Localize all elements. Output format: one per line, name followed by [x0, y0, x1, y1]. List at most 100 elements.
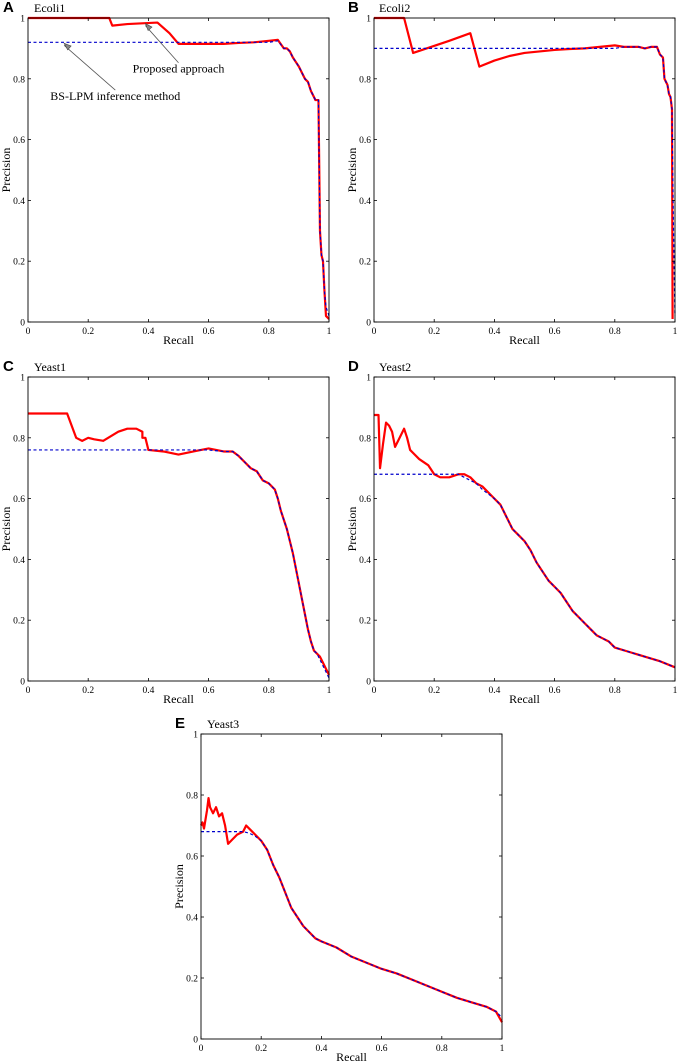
panel-title: Ecoli1	[34, 1, 65, 15]
x-tick-label: 0	[26, 686, 31, 696]
x-tick-label: 0.8	[609, 327, 621, 337]
x-tick-label: 0.2	[82, 327, 94, 337]
annotation-arrow-line	[63, 45, 116, 91]
plot-frame	[373, 376, 676, 682]
x-tick-label: 0.6	[203, 327, 215, 337]
panel-d: 0 0.2 0.4 0.6 0.8 1 0 0.2 0.4 0.6 0.8 1 Recall Precis…	[345, 358, 678, 706]
plot-frame	[373, 17, 676, 323]
panel-title: Ecoli2	[379, 1, 410, 15]
panel-letter: B	[348, 0, 359, 16]
panel-letter: A	[3, 0, 14, 16]
x-axis-label: Recall	[163, 333, 194, 347]
y-axis-label: Precision	[345, 148, 359, 193]
y-tick-label: 0.4	[359, 197, 371, 207]
y-tick-label: 0.8	[359, 75, 371, 85]
x-tick-label: 0.8	[263, 327, 275, 337]
x-tick-label: 1	[500, 1044, 505, 1054]
y-tick-label: 0	[20, 319, 25, 329]
x-tick-label: 0	[26, 327, 31, 337]
y-tick-label: 0.8	[13, 434, 25, 444]
x-axis-label: Recall	[163, 692, 194, 706]
y-tick-label: 0.4	[359, 556, 371, 566]
y-tick-label: 0.4	[13, 556, 25, 566]
y-tick-label: 1	[20, 15, 25, 25]
y-tick-label: 0.6	[186, 853, 198, 863]
x-tick-label: 1	[327, 686, 332, 696]
y-tick-label: 0.8	[13, 75, 25, 85]
x-tick-label: 0	[199, 1044, 204, 1054]
x-tick-label: 0	[372, 686, 377, 696]
bslpm-line	[374, 473, 676, 668]
bslpm-line	[28, 449, 330, 679]
x-tick-label: 0.6	[549, 686, 561, 696]
bslpm-line	[374, 46, 676, 316]
panel-b: 0 0.2 0.4 0.6 0.8 1 0 0.2 0.4 0.6 0.8 1 Recall Precis…	[345, 0, 678, 347]
y-tick-label: 0.8	[186, 792, 198, 802]
y-tick-label: 0.6	[13, 495, 25, 505]
panel-title: Yeast2	[379, 360, 411, 374]
x-tick-label: 0.4	[142, 327, 154, 337]
x-tick-label: 0.8	[436, 1044, 448, 1054]
x-tick-label: 0.2	[82, 686, 94, 696]
x-tick-label: 0.4	[142, 686, 154, 696]
y-tick-label: 1	[193, 731, 198, 741]
y-tick-label: 0.4	[13, 197, 25, 207]
x-axis-label: Recall	[509, 692, 540, 706]
x-tick-label: 1	[327, 327, 332, 337]
y-axis-label: Precision	[0, 148, 13, 193]
x-tick-label: 0.8	[609, 686, 621, 696]
annotation-arrow-line	[145, 25, 179, 63]
y-tick-label: 1	[366, 374, 371, 384]
x-tick-label: 0.6	[203, 686, 215, 696]
annotation-arrowhead	[144, 22, 153, 32]
plot-frame	[27, 17, 330, 323]
plot-frame	[200, 733, 503, 1040]
x-tick-label: 0.2	[428, 327, 440, 337]
y-tick-label: 0.2	[359, 617, 371, 627]
panel-a: 0 0.2 0.4 0.6 0.8 1 0 0.2 0.4 0.6 0.8 1 Recall Precis…	[0, 0, 332, 347]
y-tick-label: 0	[20, 678, 25, 688]
y-tick-label: 0.6	[359, 136, 371, 146]
x-tick-label: 0.8	[263, 686, 275, 696]
x-tick-label: 1	[673, 686, 678, 696]
y-tick-label: 0.2	[186, 975, 198, 985]
bslpm-line	[28, 40, 330, 317]
proposed-approach-line	[374, 16, 674, 319]
y-axis-label: Precision	[172, 864, 186, 909]
y-tick-label: 1	[366, 15, 371, 25]
y-tick-label: 0.2	[359, 258, 371, 268]
proposed-approach-line	[374, 413, 676, 669]
panel-e: 0 0.2 0.4 0.6 0.8 1 0 0.2 0.4 0.6 0.8 1 Recall Precis…	[172, 715, 505, 1061]
y-tick-label: 1	[20, 374, 25, 384]
y-tick-label: 0	[193, 1036, 198, 1046]
proposed-approach-line	[200, 796, 503, 1023]
y-axis-label: Precision	[345, 507, 359, 552]
panel-c: 0 0.2 0.4 0.6 0.8 1 0 0.2 0.4 0.6 0.8 1 Recall Precis…	[0, 358, 332, 706]
y-tick-label: 0.6	[359, 495, 371, 505]
panel-letter: C	[3, 358, 14, 375]
y-tick-label: 0.2	[13, 258, 25, 268]
x-axis-label: Recall	[336, 1050, 367, 1061]
x-tick-label: 0.2	[428, 686, 440, 696]
x-tick-label: 0.4	[488, 327, 500, 337]
proposed-approach-line	[28, 412, 330, 676]
panel-title: Yeast1	[34, 360, 66, 374]
panel-letter: E	[175, 715, 185, 732]
x-tick-label: 1	[673, 327, 678, 337]
x-tick-label: 0.2	[255, 1044, 267, 1054]
y-tick-label: 0	[366, 319, 371, 329]
y-axis-label: Precision	[0, 507, 13, 552]
y-tick-label: 0.6	[13, 136, 25, 146]
y-tick-label: 0.2	[13, 617, 25, 627]
x-tick-label: 0.6	[549, 327, 561, 337]
x-tick-label: 0	[372, 327, 377, 337]
x-tick-label: 0.6	[376, 1044, 388, 1054]
x-tick-label: 0.4	[315, 1044, 327, 1054]
x-axis-label: Recall	[509, 333, 540, 347]
y-tick-label: 0	[366, 678, 371, 688]
annotation-label: Proposed approach	[133, 62, 225, 76]
plot-frame	[27, 376, 330, 682]
y-tick-label: 0.4	[186, 914, 198, 924]
annotation-arrowhead	[63, 42, 72, 51]
